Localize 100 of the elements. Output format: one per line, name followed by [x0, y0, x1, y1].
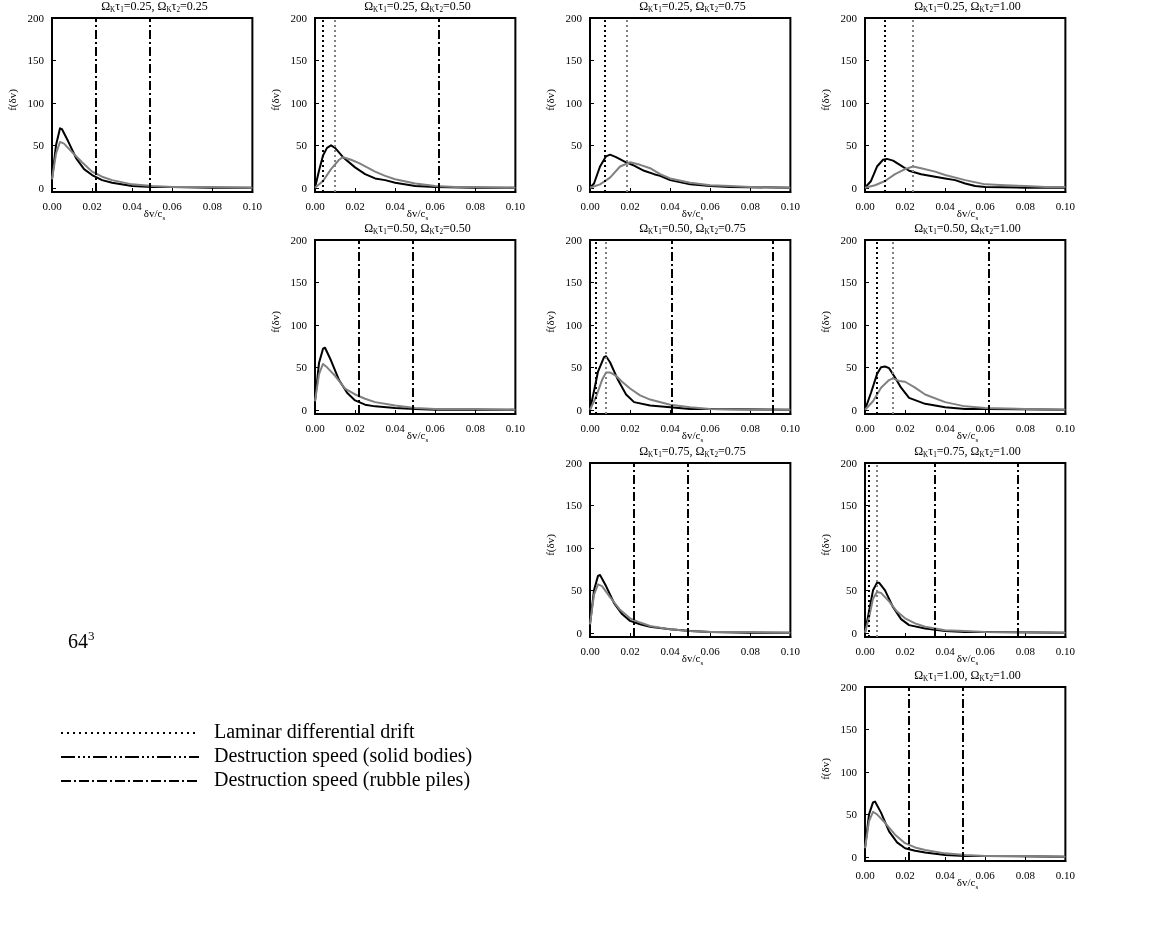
chart-title: Ω$_{K}$τ$_{1}$=0.50, Ω$_{K}$τ$_{2}$=0.75	[639, 221, 746, 236]
text: 64$^{3}$	[68, 628, 95, 653]
text: Laminar differential drift	[214, 720, 415, 742]
x-tick-label: 0.06	[975, 868, 996, 881]
y-axis-title: f(δv)	[819, 533, 831, 558]
y-tick-label: 150	[840, 54, 858, 67]
chart-title: Ω$_{K}$τ$_{1}$=0.50, Ω$_{K}$τ$_{2}$=1.00	[914, 221, 1021, 236]
x-tick-label: 0.08	[1015, 644, 1036, 657]
y-tick-label: 100	[27, 96, 45, 109]
y-tick-label: 100	[290, 96, 308, 109]
x-tick-label: 0.06	[975, 421, 996, 434]
y-tick-label: 100	[565, 541, 583, 554]
chart-title: Ω$_{K}$τ$_{1}$=0.25, Ω$_{K}$τ$_{2}$=0.75	[639, 0, 746, 14]
x-tick-label: 0.04	[935, 868, 956, 881]
x-tick-label: 0.10	[780, 644, 801, 657]
y-tick-label: 200	[565, 457, 583, 469]
x-tick-label: 0.04	[122, 199, 143, 212]
x-tick-label: 0.02	[82, 199, 102, 212]
x-tick-label: 0.02	[895, 868, 915, 881]
x-tick-label: 0.04	[660, 199, 681, 212]
y-tick-label: 0	[576, 626, 583, 639]
x-tick-label: 0.00	[580, 199, 601, 212]
y-tick-label: 100	[290, 318, 308, 331]
line-series	[51, 140, 254, 189]
x-tick-label: 0.02	[620, 644, 640, 657]
x-tick-label: 0.06	[700, 421, 721, 434]
y-tick-label: 100	[840, 318, 858, 331]
x-tick-label: 0.04	[935, 421, 956, 434]
y-tick-label: 150	[290, 54, 308, 67]
chart-title: Ω$_{K}$τ$_{1}$=1.00, Ω$_{K}$τ$_{2}$=1.00	[914, 668, 1021, 683]
y-tick-label: 150	[840, 276, 858, 289]
x-tick-label: 0.08	[202, 199, 223, 212]
x-tick-label: 0.08	[740, 199, 761, 212]
x-tick-label: 0.00	[855, 199, 876, 212]
y-tick-label: 0	[301, 403, 308, 416]
y-tick-label: 50	[846, 139, 858, 152]
y-axis-title: f(δv)	[819, 88, 831, 113]
y-axis-title: f(δv)	[544, 310, 556, 335]
y-axis-title: f(δv)	[6, 88, 18, 113]
x-tick-label: 0.00	[305, 199, 326, 212]
y-tick-label: 100	[840, 765, 858, 778]
x-tick-label: 0.08	[740, 644, 761, 657]
chart-title: Ω$_{K}$τ$_{1}$=0.25, Ω$_{K}$τ$_{2}$=0.25	[101, 0, 208, 14]
x-tick-label: 0.06	[425, 421, 446, 434]
y-tick-label: 200	[27, 12, 45, 24]
chart-title: Ω$_{K}$τ$_{1}$=0.75, Ω$_{K}$τ$_{2}$=0.75	[639, 444, 746, 459]
line-series	[864, 810, 1067, 858]
x-tick-label: 0.10	[1055, 199, 1076, 212]
x-tick-label: 0.04	[935, 644, 956, 657]
y-axis-title: f(δv)	[269, 310, 281, 335]
x-tick-label: 0.02	[620, 199, 640, 212]
x-tick-label: 0.06	[975, 199, 996, 212]
y-tick-label: 0	[576, 403, 583, 416]
y-tick-label: 0	[851, 181, 858, 194]
y-tick-label: 200	[290, 234, 308, 246]
chart-title: Ω$_{K}$τ$_{1}$=0.75, Ω$_{K}$τ$_{2}$=1.00	[914, 444, 1021, 459]
y-axis-title: f(δv)	[544, 533, 556, 558]
text: Destruction speed (solid bodies)	[214, 744, 473, 766]
y-tick-label: 200	[840, 457, 858, 469]
y-tick-label: 150	[27, 54, 45, 67]
x-tick-label: 0.04	[385, 199, 406, 212]
x-tick-label: 0.10	[242, 199, 263, 212]
y-axis-title: f(δv)	[819, 757, 831, 782]
x-tick-label: 0.06	[162, 199, 183, 212]
x-tick-label: 0.08	[1015, 199, 1036, 212]
x-tick-label: 0.00	[305, 421, 326, 434]
x-tick-label: 0.10	[505, 421, 526, 434]
y-tick-label: 50	[571, 361, 583, 374]
x-tick-label: 0.10	[780, 199, 801, 212]
line-series	[314, 362, 517, 411]
x-tick-label: 0.08	[1015, 421, 1036, 434]
y-tick-label: 50	[296, 139, 308, 152]
x-tick-label: 0.10	[780, 421, 801, 434]
x-tick-label: 0.08	[740, 421, 761, 434]
x-tick-label: 0.02	[345, 199, 365, 212]
chart-title: Ω$_{K}$τ$_{1}$=0.25, Ω$_{K}$τ$_{2}$=1.00	[914, 0, 1021, 14]
x-tick-label: 0.08	[1015, 868, 1036, 881]
y-tick-label: 50	[33, 139, 45, 152]
y-tick-label: 150	[290, 276, 308, 289]
y-tick-label: 100	[565, 318, 583, 331]
x-tick-label: 0.06	[425, 199, 446, 212]
y-tick-label: 0	[851, 626, 858, 639]
x-tick-label: 0.04	[660, 644, 681, 657]
y-tick-label: 200	[565, 234, 583, 246]
y-tick-label: 50	[846, 808, 858, 821]
x-tick-label: 0.02	[345, 421, 365, 434]
y-tick-label: 150	[565, 499, 583, 512]
y-tick-label: 150	[565, 54, 583, 67]
x-tick-label: 0.10	[1055, 421, 1076, 434]
x-tick-label: 0.06	[700, 199, 721, 212]
y-tick-label: 50	[846, 584, 858, 597]
x-tick-label: 0.00	[580, 644, 601, 657]
x-tick-label: 0.04	[385, 421, 406, 434]
y-tick-label: 0	[851, 850, 858, 863]
y-tick-label: 0	[301, 181, 308, 194]
y-tick-label: 150	[565, 276, 583, 289]
x-tick-label: 0.06	[700, 644, 721, 657]
y-tick-label: 150	[840, 499, 858, 512]
x-tick-label: 0.00	[855, 421, 876, 434]
y-tick-label: 100	[565, 96, 583, 109]
